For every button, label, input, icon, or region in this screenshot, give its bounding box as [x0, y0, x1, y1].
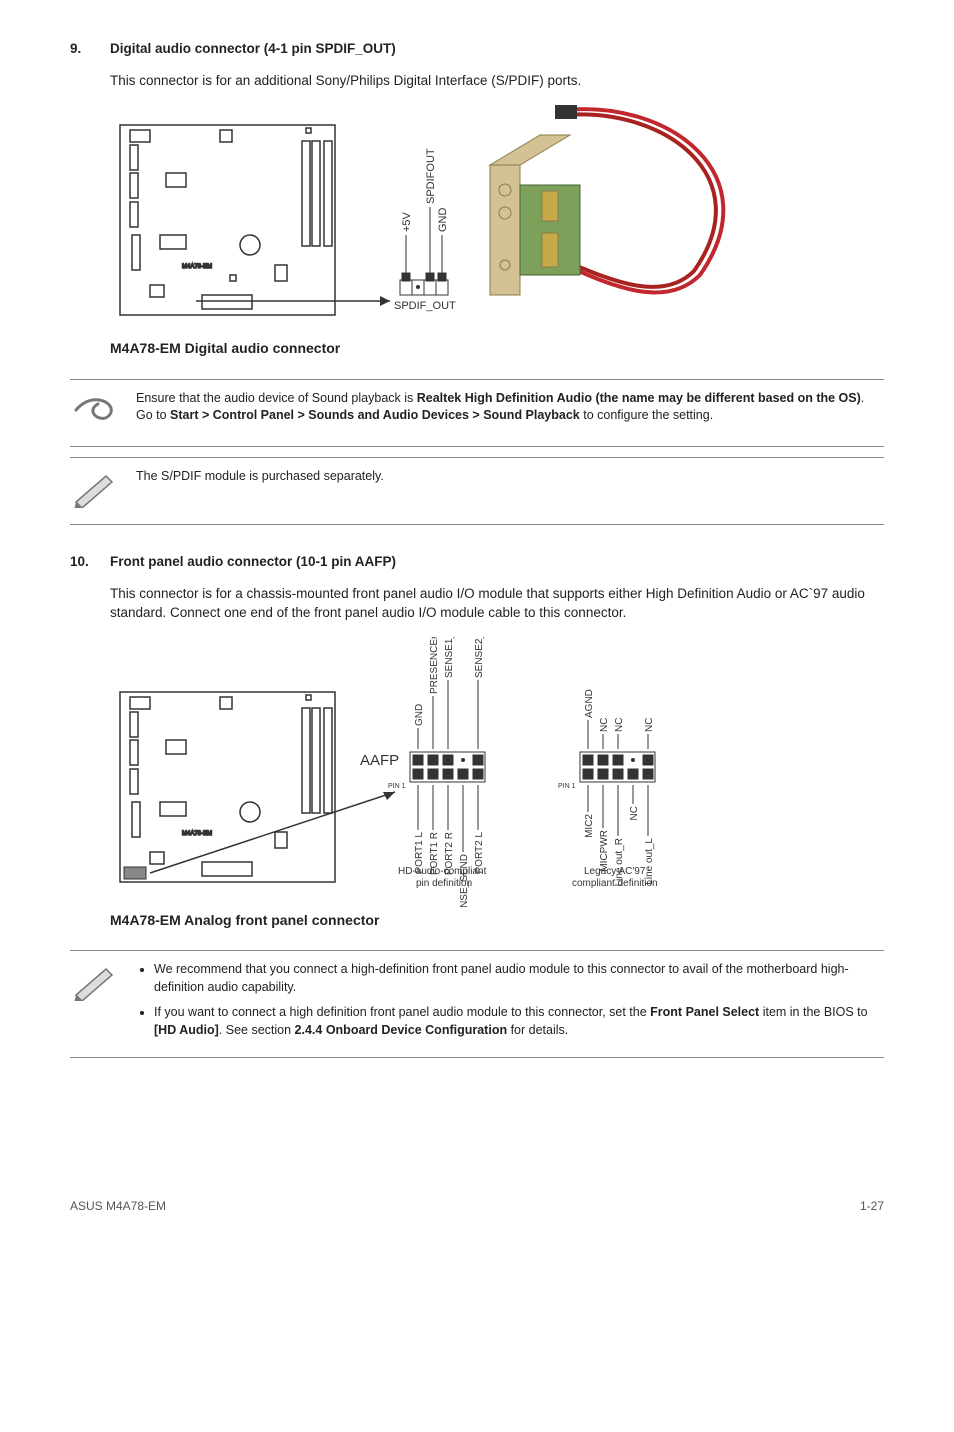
svg-text:MIC2: MIC2: [584, 813, 595, 837]
section-9-note-2: The S/PDIF module is purchased separatel…: [70, 457, 884, 525]
svg-text:Legacy AC'97: Legacy AC'97: [584, 866, 646, 877]
svg-text:NC: NC: [644, 717, 655, 731]
page-footer: ASUS M4A78-EM 1-27: [70, 1198, 884, 1215]
section-10-number: 10.: [70, 553, 110, 572]
footer-left: ASUS M4A78-EM: [70, 1198, 166, 1215]
svg-text:SPDIFOUT: SPDIFOUT: [425, 148, 437, 204]
section-9-number: 9.: [70, 40, 110, 59]
svg-text:GND: GND: [437, 208, 449, 233]
svg-text:NC: NC: [599, 717, 610, 731]
section-9-intro: This connector is for an additional Sony…: [110, 72, 884, 91]
section-10-title: Front panel audio connector (10-1 pin AA…: [110, 553, 396, 572]
svg-text:GND: GND: [414, 704, 425, 726]
section-10-intro: This connector is for a chassis-mounted …: [110, 585, 884, 623]
svg-text:AGND: AGND: [584, 689, 595, 718]
svg-text:compliant definition: compliant definition: [572, 878, 658, 889]
ac97-connector-svg: PIN 1 AGND NC NC NC MIC2: [558, 689, 658, 889]
svg-text:SENSE2_RETUR: SENSE2_RETUR: [474, 637, 485, 678]
svg-text:SENSE1_RETUR: SENSE1_RETUR: [444, 637, 455, 678]
section-9-heading: 9. Digital audio connector (4-1 pin SPDI…: [70, 40, 884, 59]
pencil-icon: [70, 468, 118, 514]
svg-text:PIN 1: PIN 1: [388, 783, 406, 790]
section-10-bullet-1: We recommend that you connect a high-def…: [154, 961, 884, 996]
svg-text:pin definition: pin definition: [416, 878, 472, 889]
note-clip-icon: [70, 390, 118, 436]
footer-right: 1-27: [860, 1198, 884, 1215]
section-10-heading: 10. Front panel audio connector (10-1 pi…: [70, 553, 884, 572]
svg-text:AAFP: AAFP: [360, 752, 399, 769]
section-10-figure-caption: M4A78-EM Analog front panel connector: [110, 911, 884, 931]
svg-text:+5V: +5V: [401, 212, 413, 233]
aafp-diagram: M4A78-EM AAFP: [110, 637, 770, 907]
svg-text:NC: NC: [614, 717, 625, 731]
svg-text:HD-audio-compliant: HD-audio-compliant: [398, 866, 487, 877]
svg-text:M4A78-EM: M4A78-EM: [182, 831, 212, 837]
section-10-notes: We recommend that you connect a high-def…: [70, 950, 884, 1058]
pencil-icon: [70, 961, 118, 1007]
section-10-note-list: We recommend that you connect a high-def…: [136, 961, 884, 1039]
section-9-figure-caption: M4A78-EM Digital audio connector: [110, 339, 884, 359]
svg-text:NC: NC: [629, 806, 640, 820]
svg-text:SPDIF_OUT: SPDIF_OUT: [394, 300, 456, 312]
svg-text:PIN 1: PIN 1: [558, 783, 576, 790]
section-9-figure: M4A78-EM +5V: [110, 105, 884, 359]
section-9-title: Digital audio connector (4-1 pin SPDIF_O…: [110, 40, 396, 59]
svg-text:M4A78-EM: M4A78-EM: [182, 264, 212, 270]
svg-text:PRESENCE#: PRESENCE#: [429, 637, 440, 694]
section-10-bullet-2: If you want to connect a high definition…: [154, 1004, 884, 1039]
spdif-diagram: M4A78-EM +5V: [110, 105, 750, 335]
section-9-note-1: Ensure that the audio device of Sound pl…: [70, 379, 884, 447]
hd-audio-connector-svg: PIN 1 GND PRESENCE# SENSE1_RETUR SENSE2_…: [388, 637, 487, 907]
section-10-figure: M4A78-EM AAFP: [110, 637, 884, 931]
section-9-note-2-text: The S/PDIF module is purchased separatel…: [136, 468, 884, 486]
section-9-note-1-text: Ensure that the audio device of Sound pl…: [136, 390, 884, 425]
